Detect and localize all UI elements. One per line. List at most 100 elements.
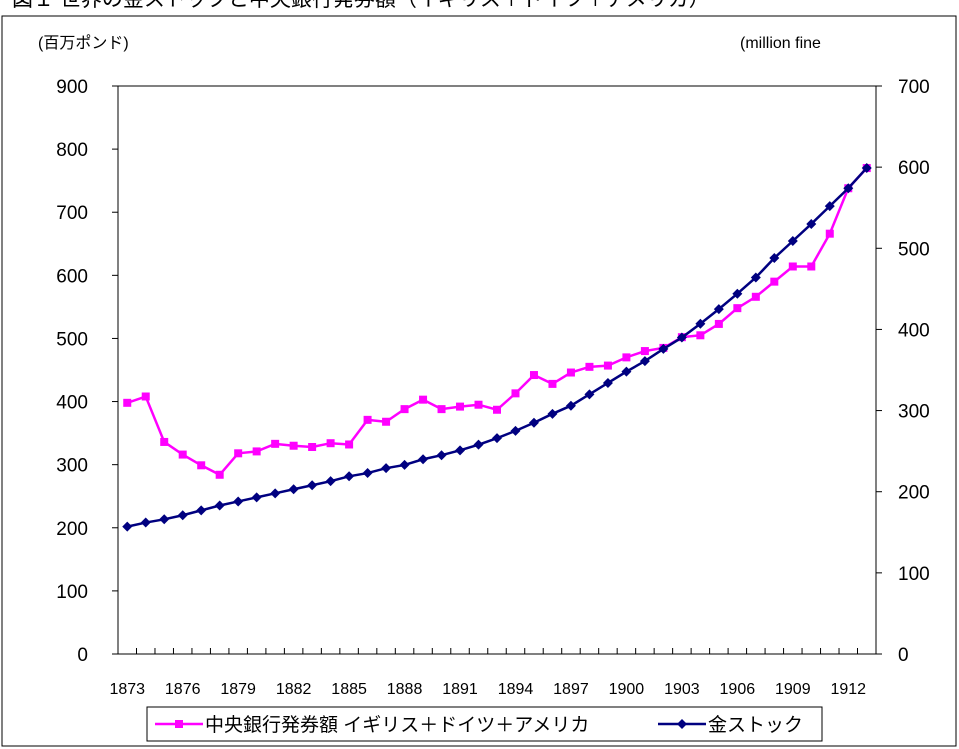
- y-tick-label: 500: [56, 329, 88, 350]
- x-tick-label: 1888: [387, 681, 423, 698]
- series-line: [126, 167, 868, 528]
- point: [437, 405, 446, 414]
- point: [270, 488, 281, 499]
- point: [456, 402, 465, 411]
- plot-area: [117, 85, 877, 655]
- point: [436, 450, 447, 461]
- legend-marker: [677, 719, 687, 729]
- chart-frame: [1, 15, 957, 747]
- x-tick-label: 1891: [442, 681, 478, 698]
- legend: [146, 706, 823, 742]
- x-tick-label: 1876: [165, 681, 201, 698]
- point: [159, 514, 170, 525]
- point: [288, 484, 299, 495]
- x-tick-label: 1894: [498, 681, 534, 698]
- x-tick-label: 1900: [609, 681, 645, 698]
- point: [271, 439, 280, 448]
- point: [325, 476, 336, 487]
- legend-marker: [175, 720, 183, 728]
- point: [713, 304, 724, 315]
- point: [418, 454, 429, 465]
- point: [806, 218, 817, 229]
- x-tick-label: 1909: [775, 681, 811, 698]
- point: [344, 471, 355, 482]
- point: [307, 480, 318, 491]
- point: [177, 510, 188, 521]
- x-tick-label: 1903: [664, 681, 700, 698]
- point: [528, 417, 539, 428]
- x-tick-label: 1906: [720, 681, 756, 698]
- point: [399, 459, 410, 470]
- y-tick-label: 300: [56, 456, 88, 477]
- y2-tick-label: 300: [898, 402, 930, 423]
- point: [493, 405, 501, 414]
- point: [419, 395, 428, 404]
- point: [326, 439, 335, 448]
- point: [751, 292, 760, 301]
- y2-tick-label: 500: [898, 239, 930, 260]
- point: [308, 442, 317, 451]
- point: [676, 332, 687, 343]
- point: [455, 445, 466, 456]
- point: [695, 318, 706, 329]
- point: [787, 235, 798, 246]
- point: [621, 366, 632, 377]
- point: [363, 415, 372, 424]
- y-tick-label: 800: [56, 140, 88, 161]
- point: [197, 461, 206, 470]
- point: [122, 521, 133, 532]
- y-axis-label: (百万ポンド): [38, 34, 129, 52]
- point: [658, 343, 669, 354]
- y2-tick-label: 700: [898, 77, 930, 98]
- point: [602, 377, 613, 388]
- x-tick-label: 1879: [220, 681, 256, 698]
- y-tick-label: 0: [77, 645, 88, 666]
- point: [640, 347, 649, 356]
- point: [825, 229, 834, 238]
- point: [565, 400, 576, 411]
- point: [178, 450, 187, 459]
- point: [807, 262, 816, 271]
- point: [252, 447, 261, 456]
- point: [639, 356, 650, 367]
- point: [382, 417, 391, 426]
- point: [215, 470, 224, 479]
- point: [160, 437, 169, 446]
- point: [123, 398, 132, 407]
- x-tick-label: 1897: [553, 681, 589, 698]
- point: [289, 441, 298, 450]
- point: [234, 449, 243, 458]
- point: [603, 361, 612, 370]
- point: [251, 492, 262, 503]
- y2-tick-label: 0: [898, 645, 909, 666]
- point: [196, 505, 207, 516]
- point: [861, 162, 872, 173]
- point: [529, 371, 538, 380]
- point: [400, 405, 409, 414]
- point: [770, 277, 779, 286]
- y-tick-label: 600: [56, 266, 88, 287]
- point: [566, 368, 575, 377]
- series-line: [126, 167, 868, 477]
- y-tick-label: 100: [56, 582, 88, 603]
- chart-title: 図１ 世界の金ストックと中央銀行発券額（イギリス＋ドイツ＋アメリカ）: [12, 0, 710, 11]
- x-tick-label: 1912: [830, 681, 866, 698]
- point: [345, 440, 354, 449]
- point: [381, 463, 392, 474]
- point: [843, 183, 854, 194]
- point: [510, 425, 521, 436]
- point: [474, 400, 483, 409]
- point: [548, 379, 557, 388]
- y-tick-label: 200: [56, 519, 88, 540]
- y2-tick-label: 200: [898, 483, 930, 504]
- y2-tick-label: 600: [898, 158, 930, 179]
- point: [140, 517, 151, 528]
- point: [584, 389, 595, 400]
- point: [233, 496, 244, 507]
- point: [547, 408, 558, 419]
- y2-axis-label: (million fine: [740, 35, 821, 52]
- point: [769, 253, 780, 264]
- point: [492, 433, 502, 444]
- point: [714, 319, 723, 328]
